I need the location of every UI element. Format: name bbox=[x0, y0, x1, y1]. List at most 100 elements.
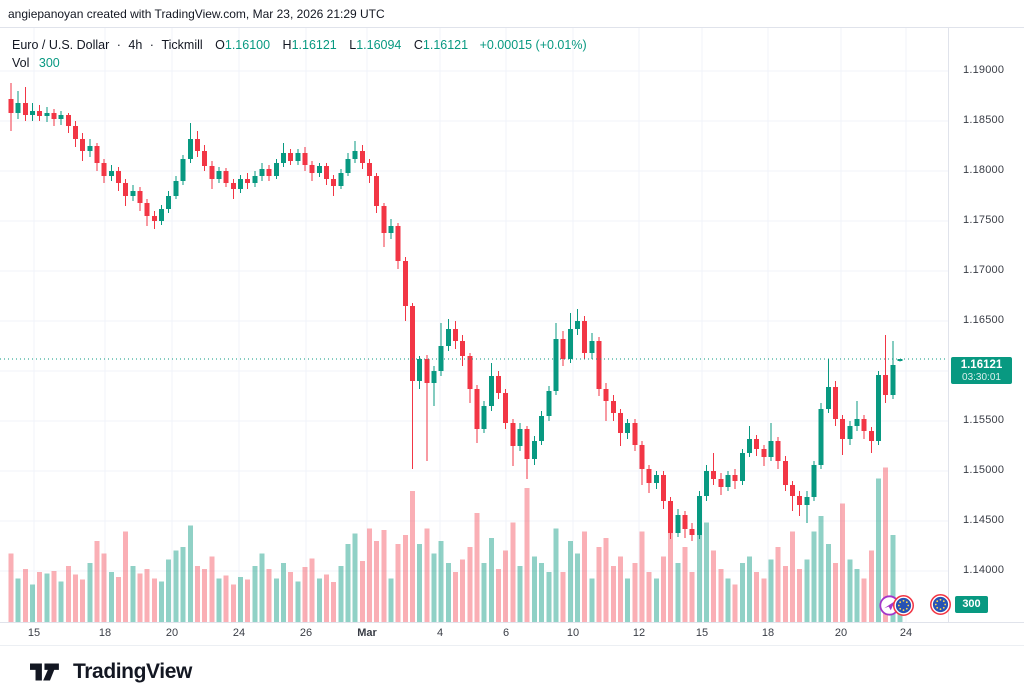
volume-bar bbox=[876, 478, 882, 622]
candle-down bbox=[65, 115, 71, 126]
volume-label: Vol bbox=[12, 56, 30, 70]
footer-bar: TradingView bbox=[0, 645, 1024, 698]
candle-up bbox=[696, 496, 702, 535]
eu-flag-axis-event-icon[interactable] bbox=[930, 594, 951, 615]
time-tick-label: 20 bbox=[834, 627, 848, 639]
candle-up bbox=[818, 409, 824, 465]
candle-up bbox=[445, 329, 451, 346]
candle-up bbox=[180, 159, 186, 181]
candle-down bbox=[782, 461, 788, 485]
volume-bar bbox=[460, 559, 466, 622]
candle-down bbox=[840, 419, 846, 439]
candle-down bbox=[202, 151, 208, 166]
candle-up bbox=[417, 359, 423, 381]
volume-bar bbox=[567, 541, 573, 622]
candle-up bbox=[574, 321, 580, 329]
candle-down bbox=[682, 515, 688, 529]
candle-down bbox=[646, 469, 652, 483]
volume-bar bbox=[410, 491, 415, 622]
chart-pane[interactable]: Euro / U.S. Dollar · 4h · Tickmill O1.16… bbox=[0, 27, 1024, 645]
candle-down bbox=[775, 441, 781, 461]
volume-bar bbox=[123, 531, 129, 622]
candle-up bbox=[15, 103, 21, 113]
candle-down bbox=[410, 306, 415, 381]
candle-down bbox=[223, 171, 229, 183]
volume-bar bbox=[302, 567, 308, 622]
candle-down bbox=[288, 153, 294, 161]
volume-bar bbox=[331, 582, 337, 622]
volume-bar bbox=[316, 578, 322, 622]
candle-up bbox=[316, 166, 322, 173]
candle-down bbox=[331, 179, 337, 186]
volume-bar bbox=[223, 575, 229, 622]
candle-up bbox=[625, 423, 631, 433]
candle-up bbox=[897, 358, 903, 361]
volume-bar bbox=[417, 544, 423, 622]
candle-down bbox=[582, 321, 588, 353]
volume-bar bbox=[144, 569, 150, 622]
candle-up bbox=[488, 376, 494, 406]
volume-bar bbox=[847, 559, 853, 622]
volume-bar bbox=[51, 570, 57, 622]
candle-up bbox=[259, 169, 265, 176]
volume-bar bbox=[582, 531, 588, 622]
candle-up bbox=[847, 426, 853, 439]
candle-down bbox=[245, 179, 251, 183]
volume-bar bbox=[438, 541, 444, 622]
candle-down bbox=[467, 356, 473, 389]
volume-bar bbox=[682, 547, 688, 622]
eu-flag-event-icon[interactable] bbox=[893, 595, 914, 616]
time-tick-label: 24 bbox=[232, 627, 246, 639]
candle-down bbox=[374, 176, 380, 206]
candle-up bbox=[166, 196, 172, 209]
candle-up bbox=[431, 371, 437, 383]
volume-bar bbox=[431, 553, 437, 622]
chart-svg[interactable] bbox=[0, 28, 948, 623]
volume-bar bbox=[747, 556, 752, 622]
candle-down bbox=[718, 479, 724, 487]
candle-down bbox=[151, 216, 157, 221]
candle-down bbox=[230, 183, 236, 189]
candle-down bbox=[123, 183, 129, 196]
candle-down bbox=[324, 166, 329, 179]
candle-down bbox=[302, 153, 308, 165]
volume-bar bbox=[524, 488, 530, 622]
volume-bar bbox=[618, 556, 623, 622]
volume-bar bbox=[474, 513, 480, 622]
price-tick-label: 1.14500 bbox=[963, 514, 1005, 526]
volume-bar bbox=[166, 559, 172, 622]
volume-bar bbox=[668, 509, 674, 622]
volume-bar bbox=[453, 572, 458, 622]
candle-down bbox=[833, 387, 838, 419]
broker-label: Tickmill bbox=[161, 38, 203, 52]
candle-up bbox=[890, 365, 896, 395]
volume-bar bbox=[367, 528, 372, 622]
candle-up bbox=[130, 191, 136, 196]
timeframe-label[interactable]: 4h bbox=[128, 38, 143, 52]
separator: · bbox=[149, 38, 154, 52]
candle-up bbox=[58, 115, 64, 119]
volume-bar bbox=[281, 562, 286, 622]
low-value: 1.16094 bbox=[356, 38, 402, 52]
volume-bar bbox=[15, 578, 21, 622]
volume-bar bbox=[237, 577, 243, 622]
candle-up bbox=[589, 341, 595, 353]
price-axis[interactable]: 1.19000 1.18500 1.18000 1.17500 1.17000 1.165… bbox=[948, 28, 1024, 623]
candle-down bbox=[639, 445, 645, 469]
candle-down bbox=[618, 413, 623, 433]
candle-up bbox=[825, 387, 831, 409]
volume-bar bbox=[574, 553, 580, 622]
candle-down bbox=[8, 99, 14, 113]
candle-up bbox=[539, 416, 545, 441]
price-tick-label: 1.15500 bbox=[963, 414, 1005, 426]
volume-bar bbox=[273, 578, 279, 622]
volume-bar bbox=[359, 560, 365, 622]
candle-down bbox=[453, 329, 458, 341]
tradingview-logo[interactable]: TradingView bbox=[30, 659, 192, 685]
candle-up bbox=[30, 111, 35, 115]
volume-bar bbox=[73, 574, 78, 622]
volume-bar bbox=[603, 537, 609, 622]
symbol-title[interactable]: Euro / U.S. Dollar bbox=[12, 38, 110, 52]
time-axis[interactable]: 15 18 20 24 26 Mar 4 6 10 12 15 18 20 24 bbox=[0, 622, 1024, 645]
